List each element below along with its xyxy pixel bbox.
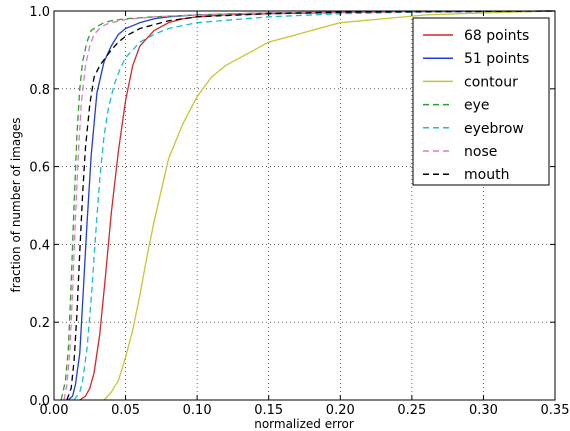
x-tick-label: 0.20 (326, 403, 355, 418)
y-axis-label: fraction of number of images (9, 118, 23, 293)
legend-label-68-points: 68 points (464, 28, 529, 44)
x-tick-label: 0.30 (469, 403, 498, 418)
legend-label-nose: nose (464, 144, 497, 160)
y-tick-label: 0.4 (29, 238, 50, 253)
series-layer (60, 10, 556, 401)
x-tick-label: 0.10 (183, 403, 212, 418)
x-tick-label: 0.15 (254, 403, 283, 418)
legend-label-51-points: 51 points (464, 51, 529, 67)
x-axis-label: normalized error (254, 417, 354, 431)
x-axis-ticks: 0.00 0.05 0.10 0.15 0.20 0.25 0.30 0.35 (40, 11, 570, 418)
y-tick-label: 0.8 (29, 83, 50, 98)
x-tick-label: 0.05 (111, 403, 140, 418)
series-line-mouth (66, 10, 556, 401)
plot-frame (53, 10, 556, 401)
x-tick-label: 0.35 (541, 403, 570, 418)
legend: 68 points 51 points contour eye eyebrow nose m… (412, 17, 550, 186)
y-tick-label: 1.0 (29, 5, 50, 20)
y-axis-ticks: 0.0 0.2 0.4 0.6 0.8 1.0 (29, 5, 555, 409)
legend-label-eyebrow: eyebrow (464, 121, 524, 137)
y-tick-label: 0.2 (29, 316, 50, 331)
legend-box (412, 17, 550, 186)
legend-label-mouth: mouth (464, 167, 509, 183)
legend-label-contour: contour (464, 74, 518, 90)
y-tick-label: 0.6 (29, 161, 50, 176)
x-tick-label: 0.00 (40, 403, 69, 418)
legend-label-eye: eye (464, 98, 490, 114)
y-tick-label: 0.0 (29, 394, 50, 409)
series-line-eyebrow (73, 10, 556, 401)
series-line-nose (63, 10, 556, 401)
series-line-contour (103, 10, 556, 401)
x-tick-label: 0.25 (397, 403, 426, 418)
